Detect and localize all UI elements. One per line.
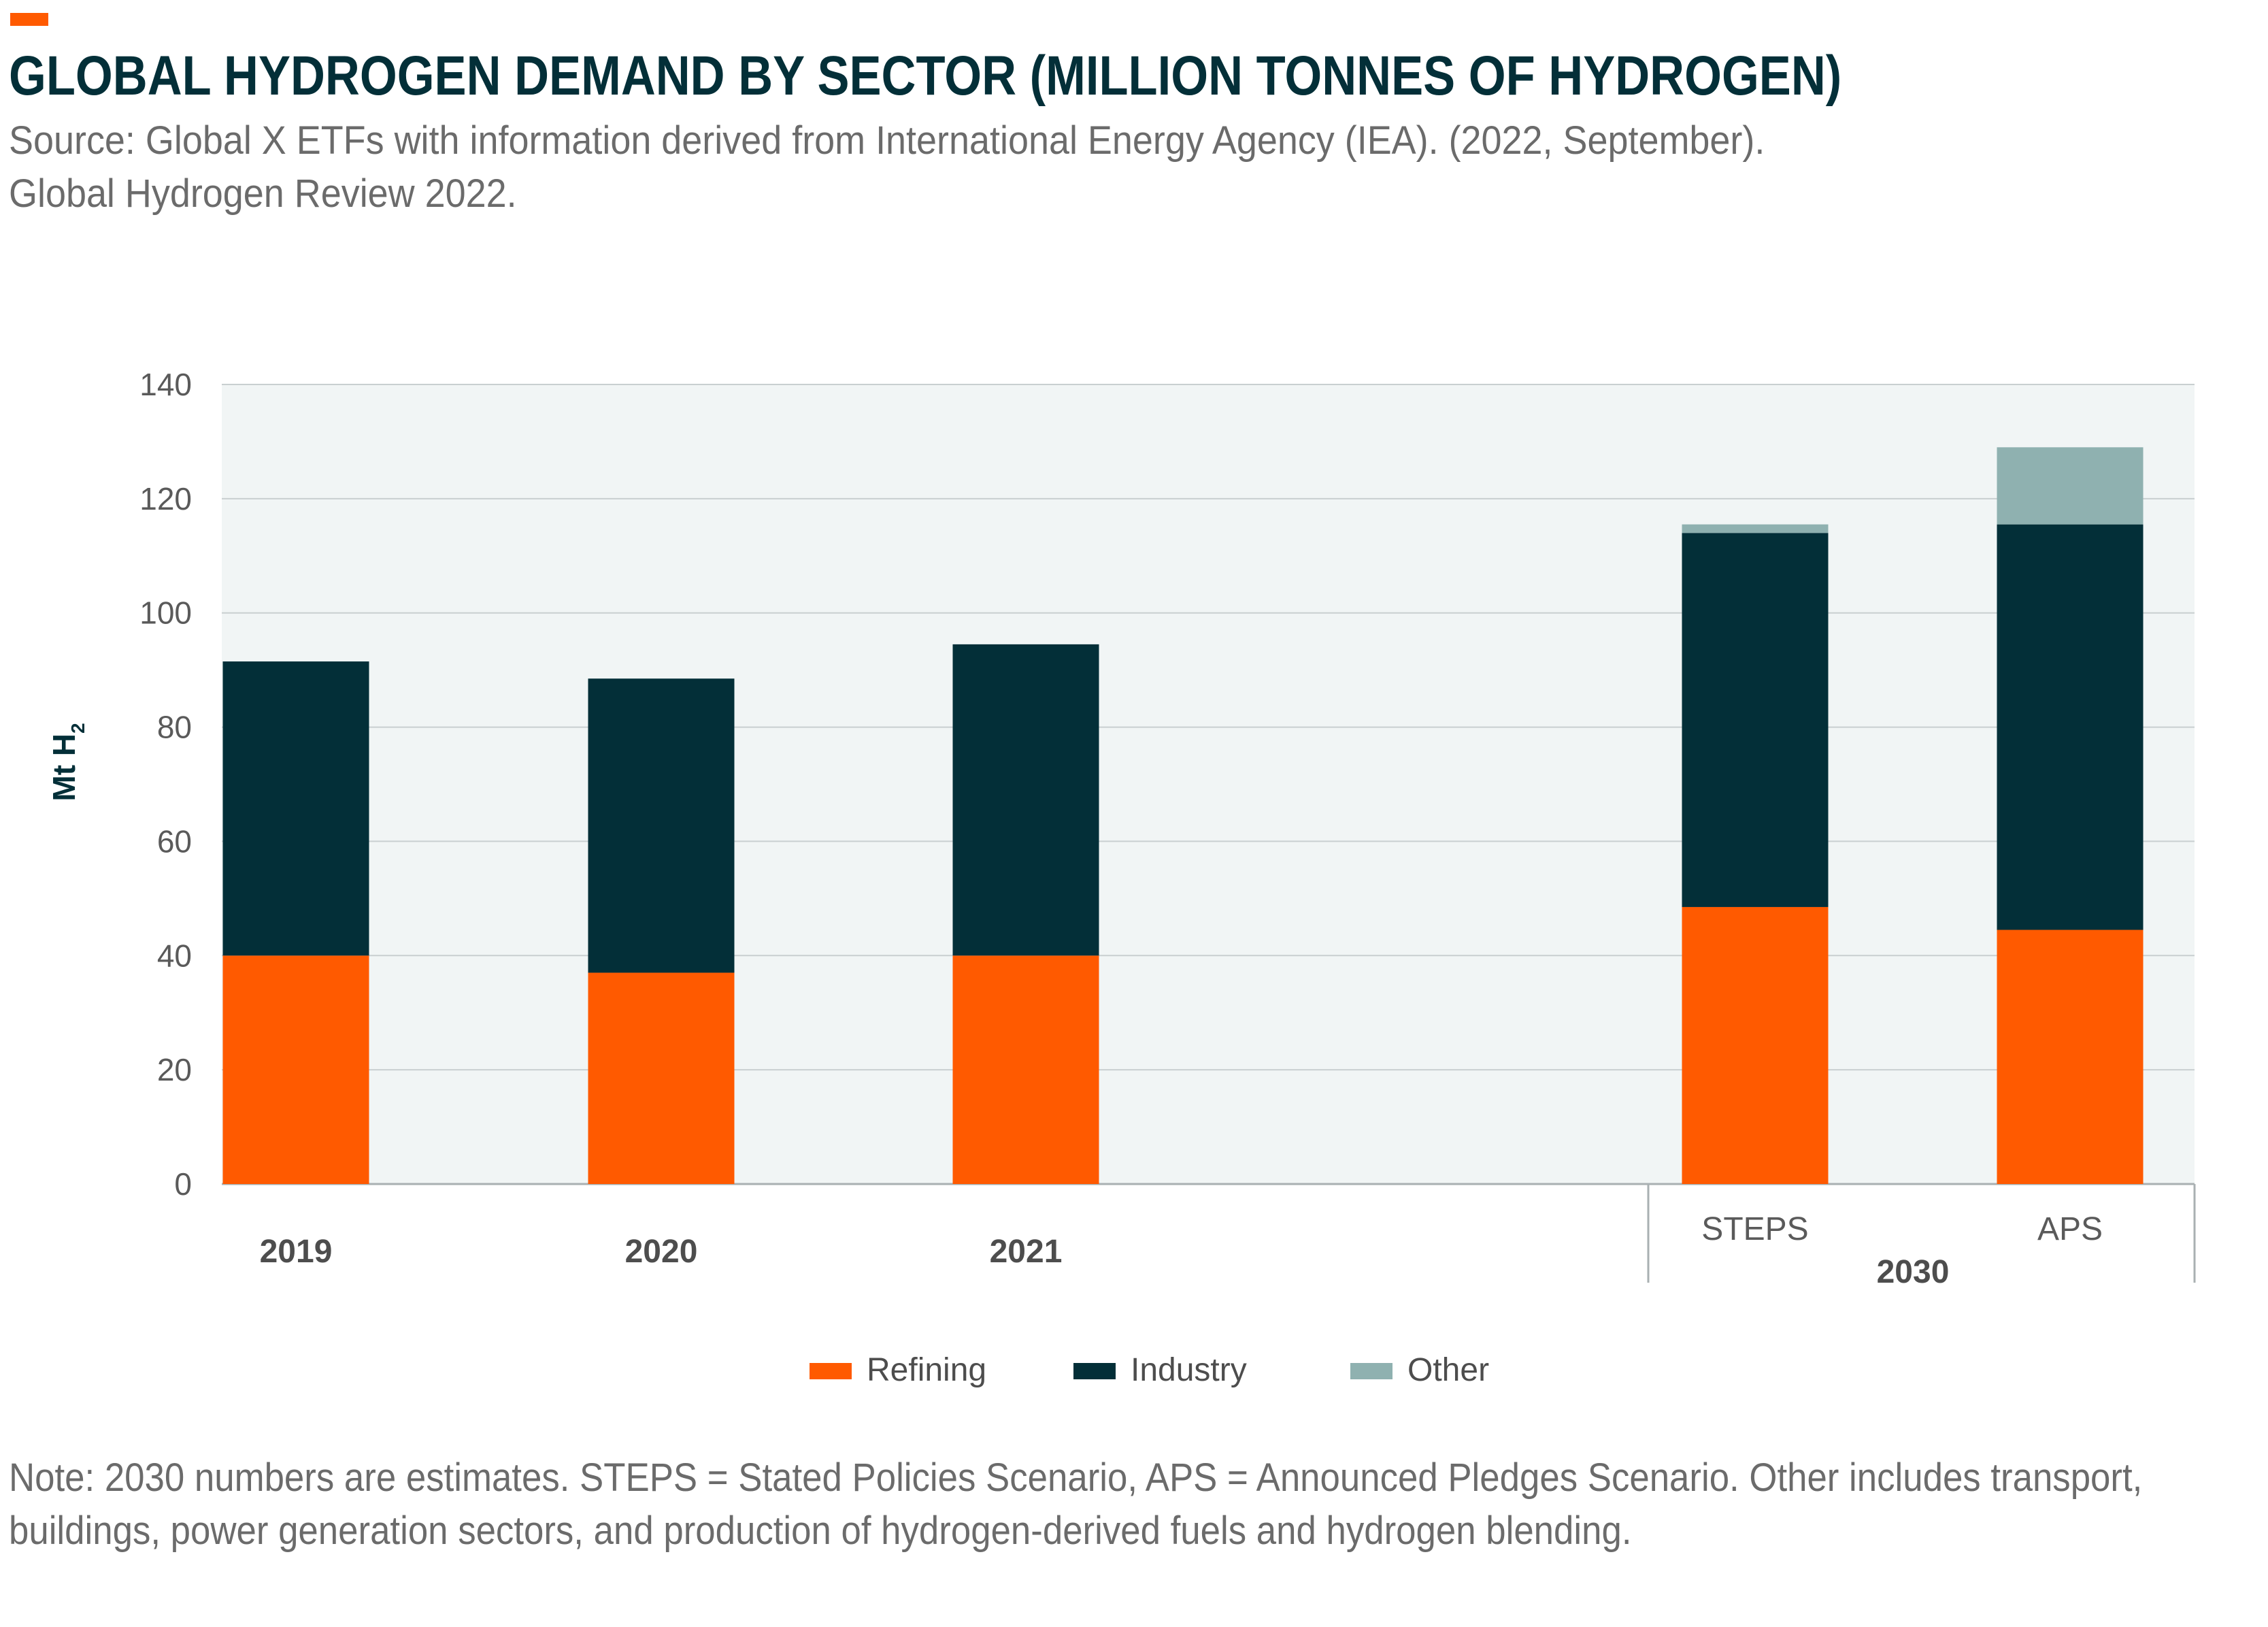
x-axis-labels: 2019 2020 2021 STEPS APS 2030 <box>260 1184 2196 1290</box>
y-tick-label: 80 <box>157 710 192 745</box>
legend-label-refining: Refining <box>867 1352 986 1388</box>
bar-industry-2020 <box>588 678 735 973</box>
x-tick-label: 2021 <box>990 1234 1063 1270</box>
y-axis-label: Mt H2 <box>46 723 88 801</box>
group-label: 2030 <box>1877 1254 1950 1290</box>
bar-industry-2021 <box>952 644 1099 956</box>
source-text: Source: Global X ETFs with information d… <box>9 118 1765 216</box>
bar-refining-aps <box>1997 930 2144 1184</box>
bar-refining-2020 <box>588 972 735 1184</box>
bar-industry-aps <box>1997 524 2144 930</box>
bar-refining-2019 <box>222 955 369 1184</box>
bar-other-steps <box>1682 524 1829 533</box>
legend-swatch-refining <box>810 1363 852 1379</box>
legend: Refining Industry Other <box>810 1352 1489 1388</box>
x-tick-label: 2020 <box>625 1234 698 1270</box>
bar-other-aps <box>1997 447 2144 525</box>
footnote: Note: 2030 numbers are estimates. STEPS … <box>9 1456 2143 1553</box>
y-tick-label: 120 <box>139 481 192 516</box>
accent-bar <box>10 13 48 26</box>
legend-label-industry: Industry <box>1131 1352 1247 1388</box>
gridlines <box>222 384 2195 1185</box>
plot-area <box>222 384 2195 1184</box>
bar-industry-2019 <box>222 661 369 956</box>
bars <box>222 447 2144 1184</box>
bar-industry-steps <box>1682 533 1829 907</box>
legend-swatch-other <box>1350 1363 1393 1379</box>
y-tick-label: 60 <box>157 823 192 859</box>
y-axis-ticks: 0 20 40 60 80 100 120 140 <box>139 367 192 1202</box>
legend-label-other: Other <box>1407 1352 1489 1388</box>
legend-swatch-industry <box>1073 1363 1116 1379</box>
y-tick-label: 20 <box>157 1052 192 1087</box>
y-tick-label: 100 <box>139 595 192 631</box>
bar-refining-2021 <box>952 955 1099 1184</box>
y-tick-label: 0 <box>174 1166 192 1202</box>
x-tick-label: APS <box>2037 1211 2103 1247</box>
page-title: GLOBAL HYDROGEN DEMAND BY SECTOR (MILLIO… <box>9 45 1842 107</box>
x-tick-label: 2019 <box>260 1234 333 1270</box>
bar-refining-steps <box>1682 906 1829 1184</box>
y-tick-label: 40 <box>157 938 192 973</box>
y-tick-label: 140 <box>139 367 192 402</box>
x-tick-label: STEPS <box>1701 1211 1808 1247</box>
